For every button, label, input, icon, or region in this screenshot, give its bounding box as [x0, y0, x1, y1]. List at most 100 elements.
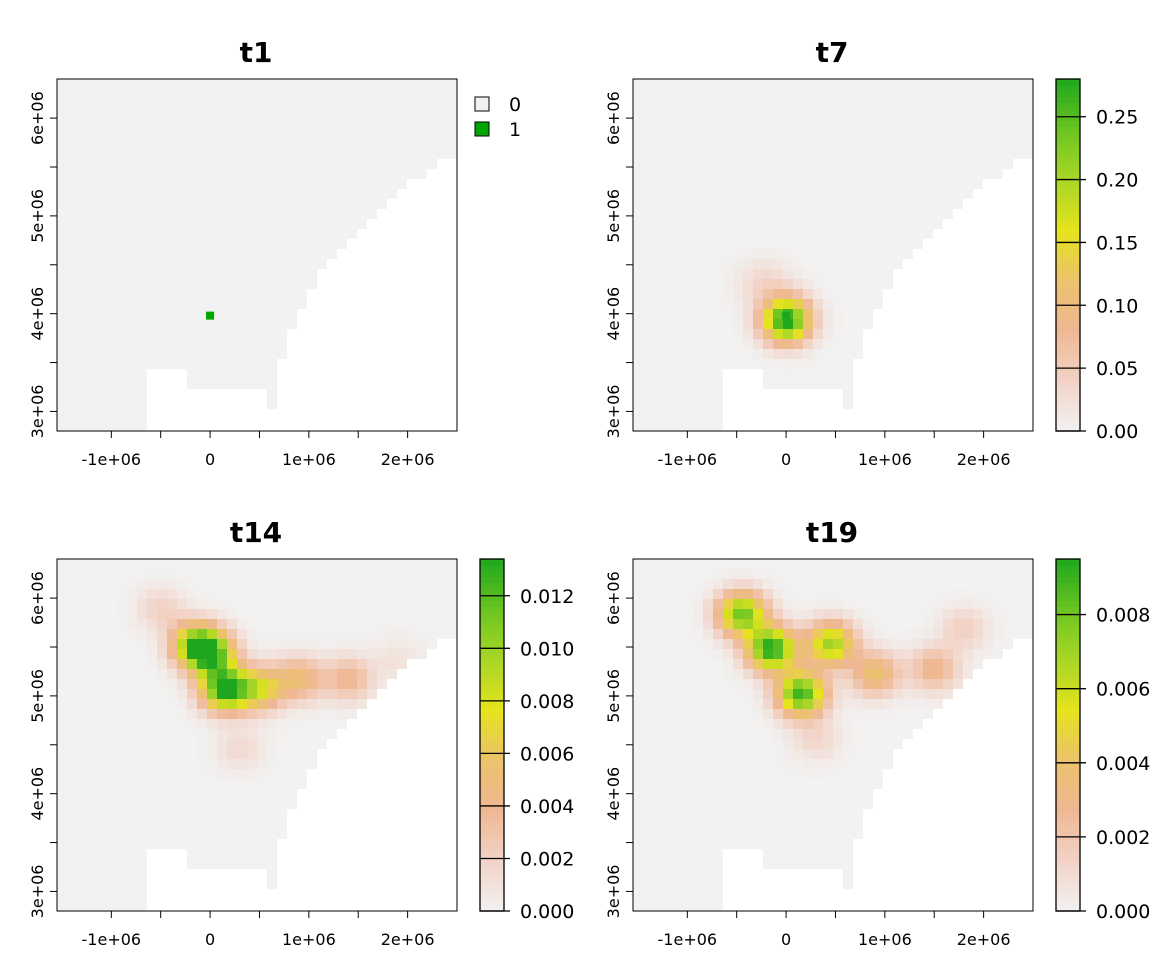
colorbar-step: [1056, 272, 1080, 280]
raster-cell: [693, 249, 703, 259]
raster-cell: [1003, 559, 1013, 569]
raster-cell: [237, 229, 247, 239]
raster-cell: [77, 729, 87, 739]
raster-cell: [643, 179, 653, 189]
raster-cell: [97, 139, 107, 149]
raster-cell: [753, 89, 763, 99]
raster-cell: [57, 409, 67, 419]
raster-cell: [167, 799, 177, 809]
raster-cell: [683, 639, 693, 649]
raster-cell: [823, 619, 833, 629]
raster-cell: [87, 869, 97, 879]
raster-cell: [663, 189, 673, 199]
raster-cell: [177, 139, 187, 149]
raster-cell: [197, 749, 207, 759]
raster-cell: [147, 309, 157, 319]
raster-cell: [703, 829, 713, 839]
raster-cell: [633, 129, 643, 139]
raster-cell: [633, 659, 643, 669]
raster-cell: [217, 199, 227, 209]
raster-cell: [337, 719, 347, 729]
raster-cell: [733, 239, 743, 249]
raster-cell: [87, 599, 97, 609]
raster-cell: [653, 889, 663, 899]
raster-cell: [873, 659, 883, 669]
raster-cell: [1023, 119, 1033, 129]
raster-cell: [157, 179, 167, 189]
raster-cell: [673, 789, 683, 799]
raster-cell: [673, 899, 683, 909]
raster-cell: [107, 419, 117, 429]
raster-cell: [833, 299, 843, 309]
raster-cell: [147, 259, 157, 269]
raster-cell: [773, 219, 783, 229]
raster-cell: [57, 899, 67, 909]
raster-cell: [633, 569, 643, 579]
raster-cell: [97, 779, 107, 789]
raster-cell: [713, 249, 723, 259]
raster-cell: [307, 109, 317, 119]
raster-cell: [407, 79, 417, 89]
raster-cell: [67, 589, 77, 599]
raster-cell: [833, 109, 843, 119]
raster-cell: [237, 339, 247, 349]
raster-cell: [683, 389, 693, 399]
raster-cell: [397, 169, 407, 179]
raster-cell: [107, 839, 117, 849]
raster-cell: [873, 749, 883, 759]
raster-cell: [713, 889, 723, 899]
raster-cell: [317, 739, 327, 749]
raster-cell: [257, 259, 267, 269]
raster-cell: [703, 899, 713, 909]
raster-cell: [753, 679, 763, 689]
raster-cell: [903, 659, 913, 669]
raster-cell: [853, 269, 863, 279]
raster-cell: [653, 749, 663, 759]
raster-cell: [137, 209, 147, 219]
raster-cell: [217, 349, 227, 359]
raster-cell: [237, 849, 247, 859]
raster-cell: [833, 759, 843, 769]
colorbar-step: [1056, 343, 1080, 350]
raster-cell: [833, 149, 843, 159]
raster-cell: [297, 239, 307, 249]
raster-cell: [833, 859, 843, 869]
raster-cell: [287, 599, 297, 609]
raster-cell: [653, 199, 663, 209]
raster-cell: [217, 279, 227, 289]
raster-cell: [1013, 139, 1023, 149]
raster-cell: [863, 739, 873, 749]
raster-cell: [207, 589, 217, 599]
raster-cell: [813, 749, 823, 759]
raster-cell: [57, 679, 67, 689]
raster-cell: [147, 239, 157, 249]
raster-cell: [147, 619, 157, 629]
raster-cell: [963, 609, 973, 619]
raster-cell: [813, 349, 823, 359]
raster-cell: [873, 79, 883, 89]
raster-cell: [437, 109, 447, 119]
raster-cell: [993, 79, 1003, 89]
raster-cell: [327, 169, 337, 179]
raster-cell: [157, 639, 167, 649]
raster-cell: [943, 129, 953, 139]
raster-cell: [57, 759, 67, 769]
raster-cell: [87, 339, 97, 349]
raster-cell: [337, 619, 347, 629]
raster-cell: [77, 699, 87, 709]
raster-cell: [923, 229, 933, 239]
raster-cell: [117, 879, 127, 889]
raster-cell: [67, 739, 77, 749]
raster-cell: [57, 849, 67, 859]
raster-cell: [277, 289, 287, 299]
raster-cell: [117, 849, 127, 859]
raster-cell: [683, 299, 693, 309]
raster-cell: [427, 629, 437, 639]
raster-cell: [823, 339, 833, 349]
y-tick-label: 3e+06: [604, 865, 623, 919]
raster-cell: [663, 679, 673, 689]
raster-cell: [137, 879, 147, 889]
raster-cell: [713, 869, 723, 879]
raster-cell: [287, 579, 297, 589]
raster-cell: [643, 259, 653, 269]
